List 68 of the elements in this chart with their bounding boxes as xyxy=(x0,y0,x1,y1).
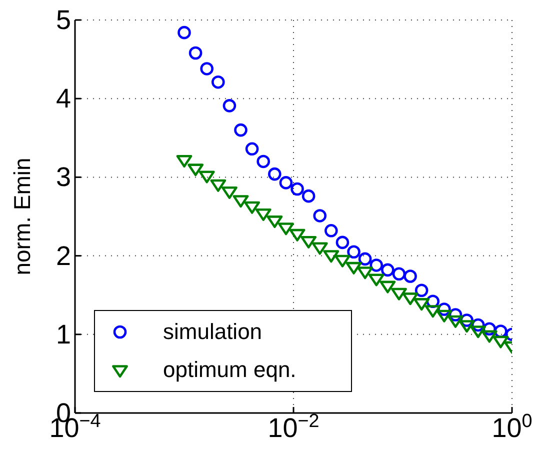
point xyxy=(424,305,441,318)
point xyxy=(198,170,215,184)
y-tick-label: 4 xyxy=(56,84,71,114)
point xyxy=(334,254,350,268)
point xyxy=(278,222,294,236)
point xyxy=(245,142,259,156)
point xyxy=(324,224,338,238)
point xyxy=(380,280,396,294)
point xyxy=(244,201,260,214)
point xyxy=(392,267,406,281)
y-tick-label: 5 xyxy=(56,5,71,35)
y-tick-label: 3 xyxy=(56,162,71,192)
point xyxy=(222,99,236,112)
point xyxy=(381,263,394,277)
point xyxy=(234,123,248,137)
point xyxy=(336,236,350,250)
y-tick-label: 2 xyxy=(56,240,71,271)
point xyxy=(471,318,485,332)
point xyxy=(323,250,340,263)
point xyxy=(368,274,384,286)
point xyxy=(256,154,270,168)
point xyxy=(279,176,293,190)
point xyxy=(313,209,327,222)
point xyxy=(404,270,417,283)
point xyxy=(266,216,283,228)
point xyxy=(312,242,328,255)
x-tick-label: 10$^{−2}$ xyxy=(268,410,320,443)
legend-label: simulation xyxy=(163,319,262,345)
legend-label: optimum eqn. xyxy=(163,357,296,383)
point xyxy=(211,75,225,89)
point xyxy=(302,189,316,203)
y-tick-label: 1 xyxy=(56,319,71,350)
point xyxy=(436,310,452,322)
point xyxy=(221,186,238,199)
point xyxy=(232,195,249,208)
point xyxy=(414,284,428,298)
point xyxy=(482,322,496,336)
point xyxy=(448,315,464,328)
point xyxy=(300,236,317,248)
point xyxy=(458,320,475,333)
point xyxy=(370,258,384,272)
point xyxy=(460,314,474,327)
point xyxy=(481,330,498,343)
point xyxy=(188,164,204,176)
point xyxy=(255,208,272,221)
point xyxy=(494,324,508,338)
point xyxy=(414,298,430,311)
point xyxy=(357,266,374,280)
point xyxy=(289,228,306,242)
point xyxy=(358,252,372,266)
point xyxy=(448,308,462,322)
point xyxy=(268,167,282,181)
point xyxy=(470,326,486,338)
point xyxy=(200,62,214,76)
point xyxy=(188,46,202,60)
point xyxy=(347,245,360,259)
point xyxy=(402,292,418,306)
point xyxy=(290,182,304,196)
y-axis-title: norm. Emin xyxy=(9,158,35,276)
point xyxy=(492,336,509,348)
point xyxy=(391,288,407,300)
point xyxy=(426,294,440,308)
point xyxy=(438,302,451,316)
point xyxy=(178,26,191,40)
point xyxy=(210,179,226,192)
point xyxy=(346,262,362,274)
point xyxy=(176,155,192,168)
x-tick-label: 10$^{0}$ xyxy=(492,410,532,443)
